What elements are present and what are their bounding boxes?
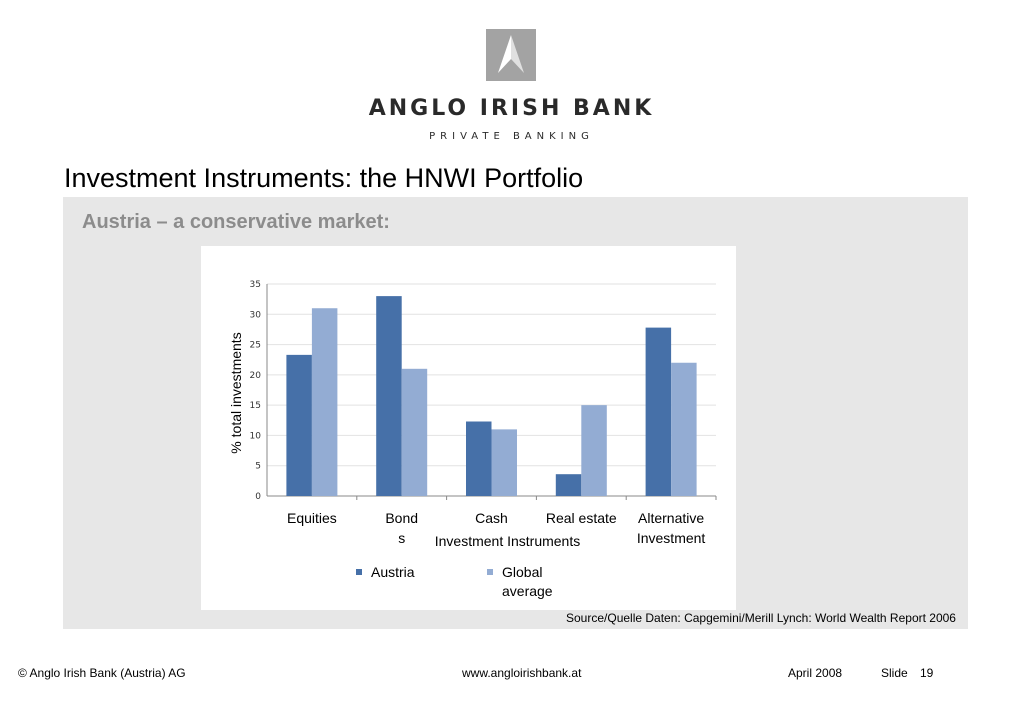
bar-global-average	[311, 308, 338, 496]
bank-logo-icon	[486, 29, 536, 81]
bar-austria	[645, 327, 672, 496]
x-tick-label: Alternative	[638, 510, 704, 526]
y-tick-label: 30	[250, 310, 262, 320]
y-tick-label: 5	[255, 462, 261, 472]
legend-swatch	[487, 569, 493, 575]
y-tick-label: 10	[250, 431, 262, 441]
x-tick-label: Equities	[287, 510, 337, 526]
bar-global-average	[581, 405, 607, 496]
y-tick-label: 0	[255, 492, 261, 502]
footer-url[interactable]: www.angloirishbank.at	[462, 666, 582, 680]
y-tick-label: 20	[250, 371, 262, 381]
bar-austria	[376, 296, 402, 496]
bar-austria	[466, 421, 492, 496]
brand-subtitle: PRIVATE BANKING	[429, 131, 594, 142]
bar-austria	[286, 354, 312, 496]
slide-subtitle: Austria – a conservative market:	[82, 211, 390, 233]
legend-label: Austria	[371, 564, 415, 580]
x-tick-label: Bond	[385, 510, 418, 526]
x-tick-label: s	[398, 530, 405, 546]
bar-global-average	[491, 429, 517, 496]
bar-chart: 0 5 10 15 20 25 30 35 Equities Bond s Cash Real esta…	[228, 280, 717, 599]
bar-global-average	[671, 362, 697, 496]
footer-slide-number: 19	[920, 666, 934, 680]
y-axis-title: % total investments	[228, 332, 244, 453]
bar-austria	[555, 474, 582, 496]
x-tick-label: Real estate	[546, 510, 617, 526]
brand-name: ANGLO IRISH BANK	[368, 96, 655, 121]
x-tick-label: Investment	[637, 530, 706, 546]
y-tick-label: 25	[250, 341, 261, 351]
x-axis-title: Investment Instruments	[435, 533, 581, 549]
legend-label: average	[502, 583, 553, 599]
source-note: Source/Quelle Daten: Capgemini/Merill Ly…	[566, 611, 956, 625]
y-tick-label: 35	[250, 280, 261, 290]
footer-slide-label: Slide	[881, 666, 908, 680]
legend-swatch	[356, 569, 362, 575]
y-tick-label: 15	[250, 401, 261, 411]
footer-copyright: © Anglo Irish Bank (Austria) AG	[18, 666, 186, 680]
footer-date: April 2008	[788, 666, 843, 680]
slide-title: Investment Instruments: the HNWI Portfol…	[64, 163, 584, 193]
legend-label: Global	[502, 564, 542, 580]
bar-global-average	[401, 368, 428, 496]
x-tick-label: Cash	[475, 510, 508, 526]
